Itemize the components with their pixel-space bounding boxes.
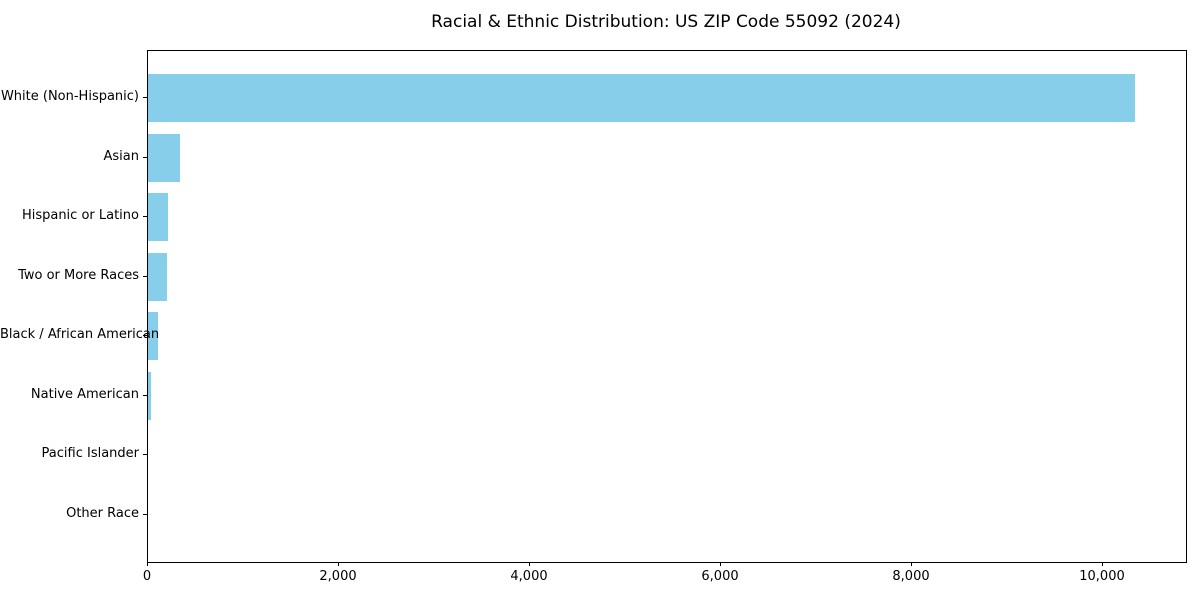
bar	[148, 193, 168, 242]
y-tick	[143, 276, 147, 277]
x-tick-label: 2,000	[319, 569, 357, 584]
bar	[148, 371, 151, 420]
y-tick	[143, 216, 147, 217]
chart-title: Racial & Ethnic Distribution: US ZIP Cod…	[431, 12, 901, 32]
y-tick-label: Pacific Islander	[41, 446, 139, 461]
y-tick-label: White (Non-Hispanic)	[0, 89, 139, 104]
bar	[148, 74, 1135, 123]
x-tick	[1102, 562, 1103, 566]
x-tick-label: 0	[142, 569, 152, 584]
bar	[148, 133, 180, 182]
y-tick-label: Asian	[103, 149, 139, 164]
x-tick	[529, 562, 530, 566]
y-tick	[143, 97, 147, 98]
y-tick-label: Hispanic or Latino	[21, 208, 139, 223]
plot-area	[147, 50, 1187, 563]
x-tick	[147, 562, 148, 566]
x-tick	[338, 562, 339, 566]
x-tick	[911, 562, 912, 566]
x-tick	[720, 562, 721, 566]
y-tick	[143, 395, 147, 396]
y-tick	[143, 454, 147, 455]
y-tick	[143, 335, 147, 336]
y-tick-label: Two or More Races	[18, 268, 139, 283]
y-tick	[143, 514, 147, 515]
y-tick-label: Black / African American	[0, 327, 160, 342]
x-tick-label: 6,000	[701, 569, 739, 584]
bar	[148, 252, 167, 301]
bar	[148, 312, 158, 361]
y-tick-label: Native American	[30, 387, 139, 402]
x-tick-label: 4,000	[510, 569, 548, 584]
x-tick-label: 10,000	[1079, 569, 1125, 584]
y-tick-label: Other Race	[66, 506, 139, 521]
y-tick	[143, 157, 147, 158]
x-tick-label: 8,000	[892, 569, 930, 584]
